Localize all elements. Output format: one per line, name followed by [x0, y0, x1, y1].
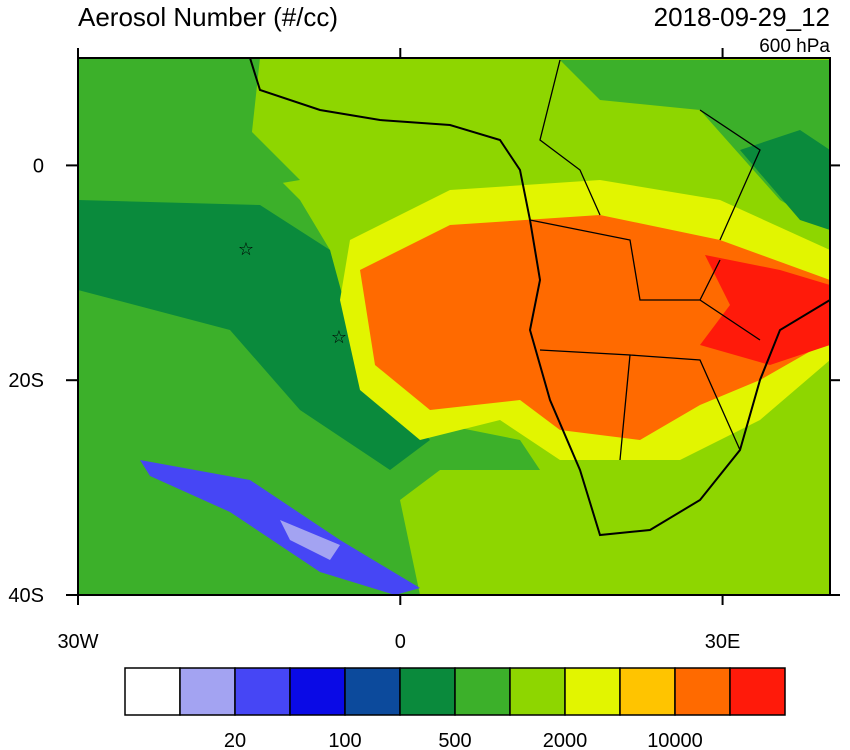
colorbar-box	[234, 667, 291, 716]
colorbar-box	[454, 667, 511, 716]
y-tick-label: 40S	[8, 585, 44, 607]
aerosol-field	[78, 58, 830, 595]
field-band	[78, 200, 430, 470]
field-red	[700, 255, 830, 365]
y-tick-label: 0	[33, 155, 44, 177]
colorbar-box	[399, 667, 456, 716]
colorbar-box	[729, 667, 786, 716]
x-tick-label: 30W	[57, 631, 98, 653]
field-blue	[140, 460, 420, 595]
title: Aerosol Number (#/cc)	[78, 2, 338, 32]
frame	[77, 57, 831, 596]
colorbar-box	[344, 667, 401, 716]
colorbar-box	[674, 667, 731, 716]
x-tick-label: 30E	[705, 631, 741, 653]
date: 2018-09-29_12	[654, 2, 830, 32]
colorbar-box	[564, 667, 621, 716]
colorbar-label: 10000	[647, 730, 703, 750]
field-mid	[78, 100, 300, 190]
field-mid	[560, 60, 830, 230]
marker-star: ☆	[331, 327, 347, 347]
x-tick-label: 0	[395, 631, 406, 653]
borders	[529, 59, 761, 461]
field-lightblue	[280, 520, 340, 560]
colorbar-box	[509, 667, 566, 716]
colorbar-label: 500	[438, 730, 471, 750]
colorbar-label: 2000	[543, 730, 588, 750]
colorbar-box	[289, 667, 346, 716]
field-band	[740, 130, 830, 230]
colorbar-box	[179, 667, 236, 716]
colorbar-box	[619, 667, 676, 716]
colorbar-label: 100	[328, 730, 361, 750]
level: 600 hPa	[759, 36, 830, 57]
field-orange	[360, 215, 830, 440]
colorbar-box	[124, 667, 181, 716]
y-tick-label: 20S	[8, 370, 44, 392]
marker-star: ☆	[238, 239, 254, 259]
colorbar-label: 20	[224, 730, 246, 750]
